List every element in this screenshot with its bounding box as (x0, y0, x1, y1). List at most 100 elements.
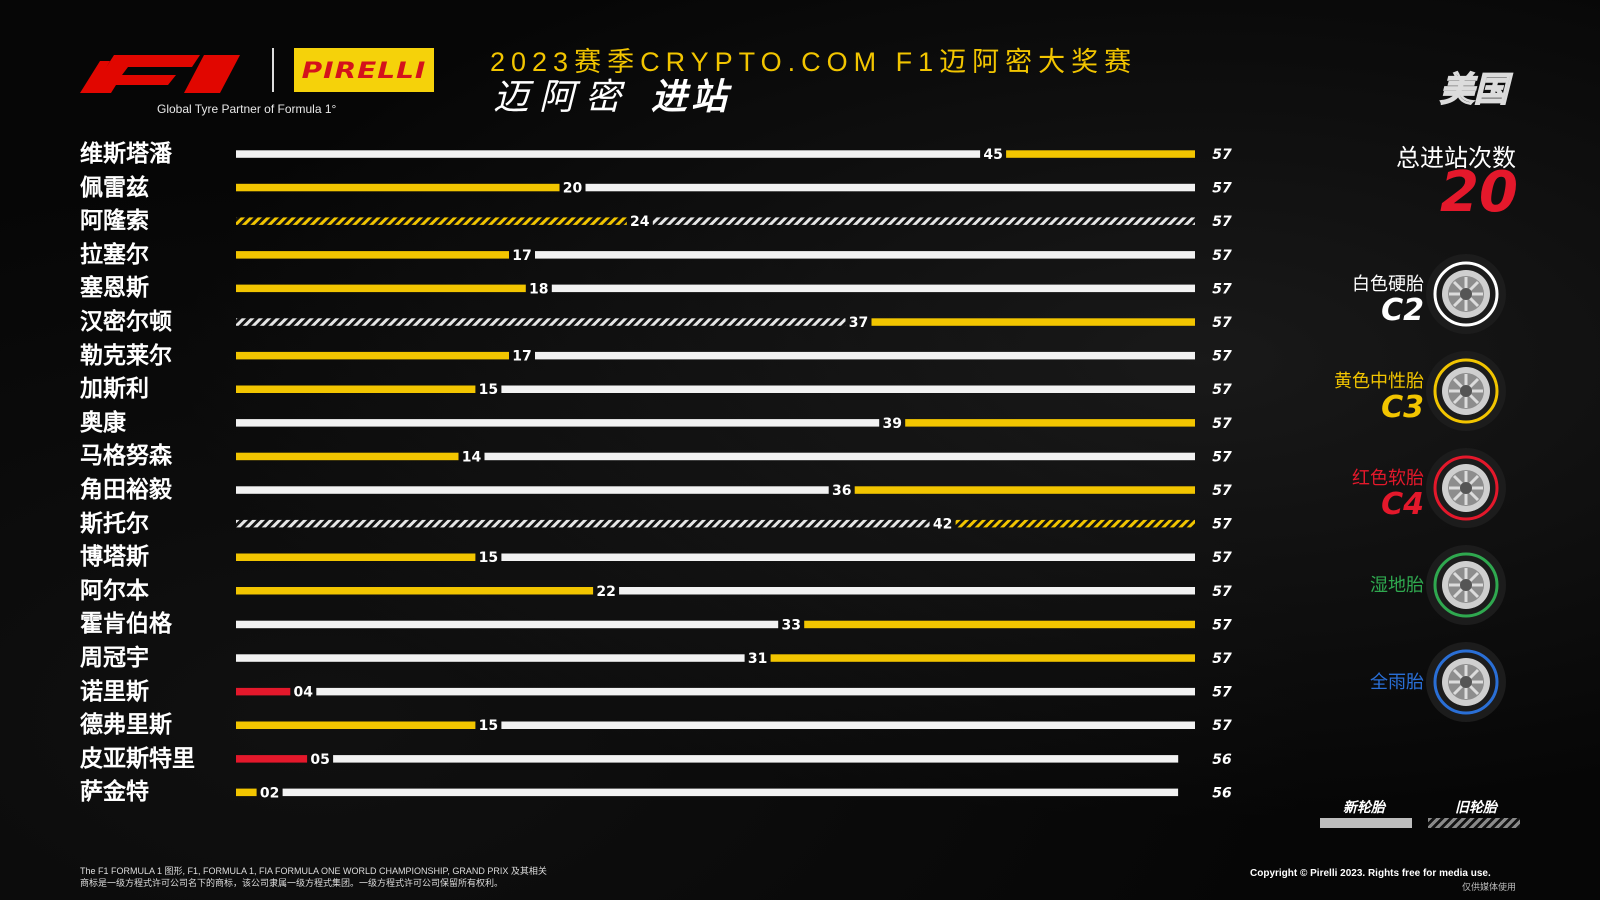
total-laps-label: 57 (1212, 685, 1232, 701)
legend-new-label: 新轮胎 (1343, 800, 1385, 816)
tyre-name: 白色硬胎 (1352, 274, 1424, 295)
driver-strategy-row: 15 57 (236, 550, 1232, 566)
total-laps-label: 57 (1212, 550, 1232, 566)
driver-strategy-row: 18 57 (236, 281, 1232, 297)
total-laps-label: 56 (1212, 785, 1232, 801)
pit-lap-label: 17 (512, 349, 531, 365)
driver-name: 维斯塔潘 (80, 141, 172, 167)
tyre-compound-code: C3 (1381, 390, 1424, 425)
pit-lap-label: 31 (748, 651, 767, 667)
stint-bar-hard (333, 755, 1179, 763)
stint-bar-hard (501, 721, 1195, 729)
total-laps-label: 57 (1212, 449, 1232, 465)
driver-strategy-row: 05 56 (236, 752, 1232, 768)
driver-strategy-row: 31 57 (236, 651, 1232, 667)
stint-bar-medium (236, 788, 257, 797)
stint-bar-hard (501, 553, 1195, 561)
stint-bar-medium (236, 587, 594, 595)
legend-old-label: 旧轮胎 (1455, 800, 1497, 816)
total-laps-label: 57 (1212, 214, 1232, 230)
stint-bar-hard (236, 486, 829, 494)
pit-lap-label: 20 (563, 181, 583, 197)
stint-bar-hard (501, 385, 1195, 393)
pit-lap-label: 22 (596, 584, 615, 600)
stint-bar-medium (804, 620, 1195, 629)
pit-lap-label: 42 (933, 517, 952, 533)
driver-name: 奥康 (80, 409, 126, 436)
driver-name: 勒克莱尔 (80, 342, 172, 369)
pit-lap-label: 18 (529, 281, 548, 297)
intermediate-tyre-icon (1426, 545, 1506, 625)
driver-strategy-row: 24 57 (236, 214, 1232, 230)
stint-bar-hard (236, 318, 846, 326)
pit-lap-label: 15 (479, 550, 498, 566)
tyre-label-block: 红色软胎 C4 (1352, 464, 1424, 520)
tagline: Global Tyre Partner of Formula 1° (157, 102, 337, 116)
pit-lap-label: 02 (260, 785, 279, 801)
driver-strategy-row: 17 57 (236, 248, 1232, 264)
total-laps-label: 57 (1212, 718, 1232, 734)
stint-bar-hard (316, 687, 1195, 696)
driver-strategy-row: 17 57 (236, 349, 1232, 365)
pit-lap-label: 14 (462, 449, 482, 465)
legend-old-swatch (1428, 818, 1520, 828)
driver-strategy-row: 20 57 (236, 181, 1232, 197)
total-laps-label: 57 (1212, 281, 1232, 297)
stint-bar-hard (619, 587, 1195, 595)
legend-new-swatch (1320, 818, 1412, 828)
stint-bar-hard (585, 183, 1195, 192)
stint-bar-medium (236, 452, 459, 461)
soft-tyre-icon (1426, 448, 1506, 528)
footer-trademark-line1: The F1 FORMULA 1 图形, F1, FORMULA 1, FIA … (80, 866, 547, 876)
stint-bar-medium (236, 351, 509, 360)
pit-lap-label: 24 (630, 214, 650, 230)
country-label: 美国 (1439, 69, 1509, 111)
stint-bar-hard (236, 419, 880, 427)
stint-bar-medium (236, 553, 476, 561)
stint-bar-medium (854, 486, 1195, 494)
driver-name: 阿隆索 (80, 208, 149, 235)
pirelli-logo-text: PIRELLI (301, 56, 427, 84)
tyre-name: 红色软胎 (1352, 468, 1424, 489)
stint-bar-hard (652, 217, 1195, 225)
tyre-label-block: 白色硬胎 C2 (1352, 270, 1424, 326)
tyre-label-block: 湿地胎 (1370, 571, 1424, 597)
driver-strategy-row: 36 57 (236, 483, 1232, 499)
driver-name: 诺里斯 (80, 678, 149, 705)
total-laps-label: 57 (1212, 617, 1232, 633)
pit-lap-label: 36 (832, 483, 851, 499)
driver-strategy-row: 15 57 (236, 718, 1232, 734)
stint-bar-medium (1006, 150, 1195, 158)
stint-bar-hard (484, 452, 1195, 461)
stint-bar-hard (551, 284, 1195, 293)
total-stops-label: 总进站次数 (1396, 144, 1516, 172)
pit-lap-label: 39 (882, 416, 901, 432)
hard-tyre-icon (1426, 254, 1506, 334)
total-laps-label: 57 (1212, 181, 1232, 197)
stint-bar-medium (236, 217, 627, 225)
driver-name: 周冠宇 (80, 645, 149, 671)
stint-bar-hard (535, 351, 1195, 360)
tyre-name: 黄色中性胎 (1334, 371, 1424, 392)
stint-bar-medium (770, 654, 1195, 662)
page-title: 迈阿密 进站 (493, 68, 731, 120)
driver-name: 阿尔本 (80, 577, 149, 604)
stint-bar-medium (905, 419, 1195, 427)
tyre-legend-item: 全雨胎 (1290, 640, 1520, 726)
driver-name: 汉密尔顿 (80, 309, 172, 335)
f1-logo (80, 55, 240, 93)
total-laps-label: 57 (1212, 315, 1232, 331)
stint-bar-medium (871, 318, 1195, 326)
tyre-compound-code: C2 (1381, 293, 1424, 328)
logo-separator (272, 48, 274, 92)
tyre-legend-item: 湿地胎 (1290, 543, 1520, 629)
total-laps-label: 57 (1212, 517, 1232, 533)
stint-bar-hard (282, 788, 1179, 797)
total-laps-label: 57 (1212, 416, 1232, 432)
tyre-compound-code: C4 (1381, 487, 1424, 522)
stint-bar-hard (236, 150, 981, 158)
driver-strategy-row: 15 57 (236, 382, 1232, 398)
total-laps-label: 56 (1212, 752, 1232, 768)
stint-bar-hard (535, 251, 1195, 259)
driver-name: 斯托尔 (80, 510, 149, 537)
